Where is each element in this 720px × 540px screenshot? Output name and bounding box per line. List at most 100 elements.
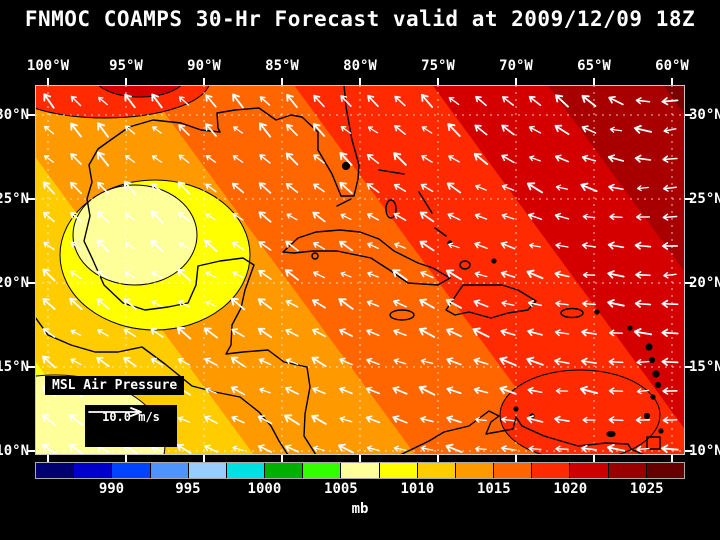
wind-arrow [499,356,517,367]
wind-arrow [581,94,597,108]
wind-arrow [70,329,82,336]
wind-arrow [285,152,299,166]
wind-arrow [554,415,570,424]
longitude-axis: 100°W 95°W 90°W 85°W 80°W 75°W 70°W 65°W 60°W [27,58,689,76]
wind-arrow [608,183,624,192]
wind-arrow [257,298,273,310]
wind-arrow [420,93,434,109]
wind-arrow [662,213,678,221]
wind-arrow [312,123,326,137]
wind-arrow [447,123,461,137]
wind-arrow [475,416,487,423]
wind-arrow [123,328,137,338]
wind-arrow [473,299,489,308]
lat-tick-label: 15°N [689,359,720,375]
wind-arrow [312,211,326,223]
axis-tick [125,78,127,85]
wind-arrow [526,415,544,424]
wind-arrow [96,151,110,167]
wind-arrow [446,415,462,424]
wind-arrow [393,183,407,192]
wind-arrow [366,182,380,194]
field-label: MSL Air Pressure [45,376,185,395]
wind-arrow [420,416,434,423]
axis-tick [28,282,35,284]
wind-arrow [501,154,515,164]
colorbar-cell [188,463,226,478]
wind-arrow [473,357,489,365]
lon-tick-label: 70°W [499,58,533,74]
wind-arrow [635,416,651,424]
wind-arrow [367,94,379,108]
wind-arrow [661,97,679,106]
wind-arrow [582,300,596,308]
wind-arrow [42,268,56,282]
wind-arrow [445,443,463,453]
lat-tick-label: 10°N [0,443,29,459]
wind-arrow [419,240,435,252]
wind-arrow [366,154,380,164]
axis-tick [685,366,692,368]
wind-arrow [96,298,110,310]
wind-arrow [286,93,298,109]
wind-arrow [124,93,136,109]
wind-arrow [232,271,244,279]
wind-arrow [42,355,56,369]
wind-arrow [285,358,299,365]
wind-arrow [529,242,541,249]
wind-arrow [340,213,352,221]
wind-arrow [365,415,381,424]
wind-arrow [124,155,136,163]
wind-arrow [338,443,354,454]
wind-arrow [554,329,570,337]
wind-arrow [124,271,136,279]
colorbar-cell [494,463,532,478]
colorbar-cell [265,463,303,478]
wind-arrow [151,300,163,308]
wind-arrow [634,241,652,250]
wind-arrow [258,122,272,138]
wind-arrow [285,386,299,395]
wind-arrow [232,155,244,163]
wind-arrow [500,270,516,278]
axis-tick [47,78,49,85]
pressure-field [35,85,685,455]
wind-arrow [150,328,164,338]
wind-arrow [555,445,569,453]
wind-arrow [448,242,460,249]
wind-arrow [97,122,109,138]
wind-arrow [501,300,515,307]
axis-tick [28,114,35,116]
colorbar-tick-labels: 990 995 1000 1005 1010 1015 1020 1025 [35,481,685,498]
wind-arrow [393,212,407,222]
wind-arrow [501,416,515,423]
wind-arrow [473,386,489,394]
wind-arrow [581,125,597,134]
wind-arrow [662,416,678,424]
wind-arrow [286,123,298,137]
colorbar-cell [74,463,112,478]
wind-arrow [581,242,597,250]
wind-arrow [661,299,679,308]
wind-arrow [96,210,110,224]
wind-arrow [608,358,624,366]
wind-arrow [500,328,516,336]
wind-arrow [340,126,352,134]
axis-tick [437,455,439,462]
wind-arrow [473,152,489,166]
axis-tick [359,455,361,462]
wind-arrow [474,213,488,220]
wind-arrow [582,271,596,278]
wind-arrow [445,298,463,309]
wind-arrow [70,153,82,165]
axis-tick [671,455,673,462]
wind-arrow [257,444,273,453]
wind-arrow [232,213,244,221]
wind-arrow [554,154,570,163]
wind-arrow [258,211,272,223]
colorbar-cell [226,463,265,478]
wind-arrow [421,154,433,163]
wind-arrow [663,271,677,279]
wind-arrow [205,300,217,307]
colorbar-tick-label: 1025 [629,481,664,497]
